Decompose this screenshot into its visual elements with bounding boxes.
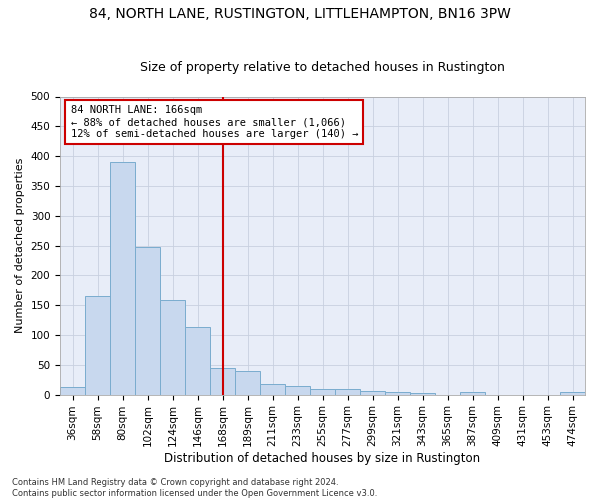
Text: Contains HM Land Registry data © Crown copyright and database right 2024.
Contai: Contains HM Land Registry data © Crown c… — [12, 478, 377, 498]
Bar — [210, 368, 235, 394]
Bar — [60, 387, 85, 394]
Bar — [110, 162, 135, 394]
Y-axis label: Number of detached properties: Number of detached properties — [15, 158, 25, 333]
Bar — [560, 392, 585, 394]
Bar — [410, 393, 435, 394]
Bar — [135, 246, 160, 394]
Bar — [285, 386, 310, 394]
Title: Size of property relative to detached houses in Rustington: Size of property relative to detached ho… — [140, 62, 505, 74]
Text: 84, NORTH LANE, RUSTINGTON, LITTLEHAMPTON, BN16 3PW: 84, NORTH LANE, RUSTINGTON, LITTLEHAMPTO… — [89, 8, 511, 22]
Bar — [260, 384, 285, 394]
Bar — [310, 389, 335, 394]
Bar — [160, 300, 185, 394]
Bar — [360, 391, 385, 394]
X-axis label: Distribution of detached houses by size in Rustington: Distribution of detached houses by size … — [164, 452, 481, 465]
Bar — [85, 296, 110, 394]
Bar — [185, 327, 210, 394]
Text: 84 NORTH LANE: 166sqm
← 88% of detached houses are smaller (1,066)
12% of semi-d: 84 NORTH LANE: 166sqm ← 88% of detached … — [71, 106, 358, 138]
Bar — [335, 389, 360, 394]
Bar — [235, 372, 260, 394]
Bar — [385, 392, 410, 394]
Bar — [460, 392, 485, 394]
